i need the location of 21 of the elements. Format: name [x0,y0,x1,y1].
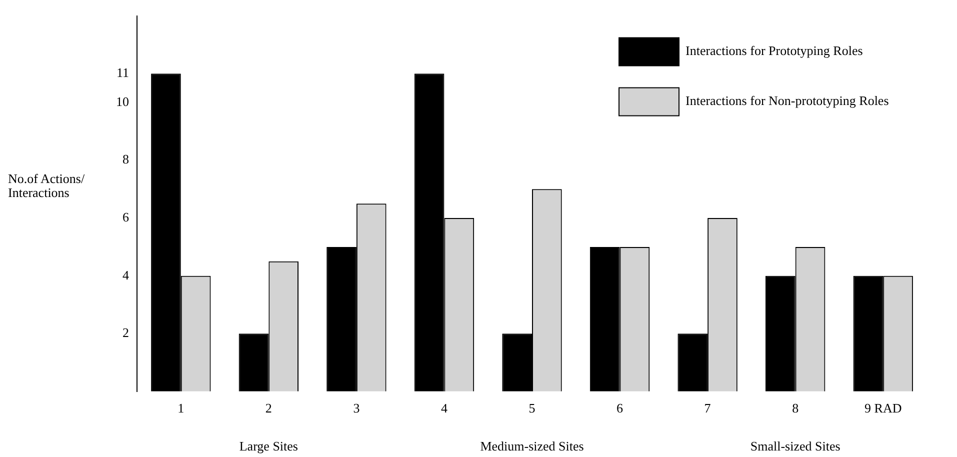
y-tick-label: 10 [116,94,129,109]
legend-label: Interactions for Prototyping Roles [686,43,863,58]
text: Medium-sized Sites [480,438,584,454]
y-tick-label: 8 [122,152,129,167]
x-tick-label: 3 [353,400,360,416]
y-tick-label: 11 [116,65,129,80]
x-tick-label: 7 [704,400,712,416]
text: Small-sized Sites [750,438,840,454]
x-tick-label: 2 [265,400,272,416]
x-tick-label: 5 [528,400,536,416]
x-tick-label: 4 [440,400,448,416]
text: Large Sites [239,438,298,454]
x-tick-label: 1 [178,400,184,416]
x-tick-label: 6 [616,400,624,416]
x-tick-label: 9 RAD [864,400,902,416]
y-tick-label: 4 [122,267,130,282]
y-axis-title: No.of Actions/ Interactions [8,171,86,200]
x-tick-label: 8 [792,400,799,416]
legend-label: Interactions for Non-prototyping Roles [686,93,889,108]
y-tick-label: 2 [122,325,129,340]
y-tick-label: 6 [122,209,130,224]
